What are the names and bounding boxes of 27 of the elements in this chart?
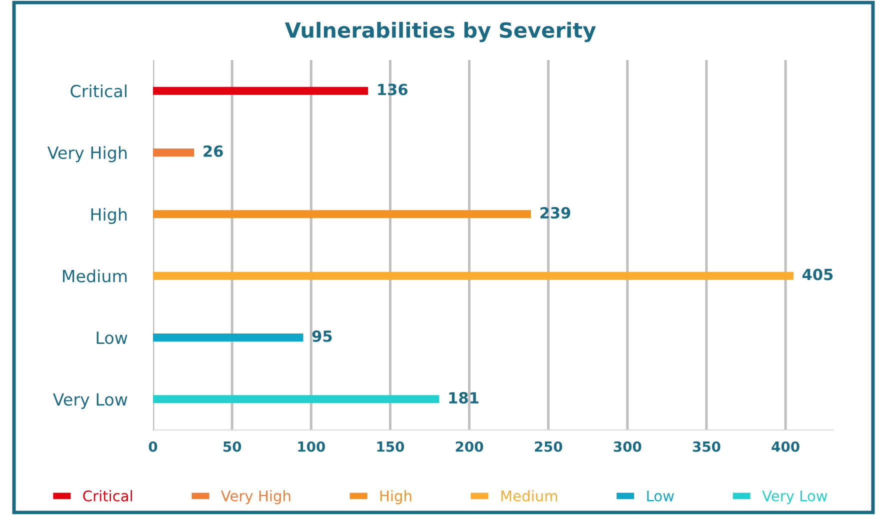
legend-label: Very High: [220, 490, 290, 504]
legend-label: High: [380, 490, 412, 504]
x-tick-label: 200: [456, 441, 484, 452]
x-tick-label: 0: [148, 441, 158, 452]
y-tick-label: Critical: [70, 84, 126, 98]
legend-label: Medium: [501, 490, 558, 502]
y-tick-label: Medium: [62, 270, 127, 282]
x-tick-label: 250: [534, 441, 562, 452]
data-label: 181: [449, 392, 478, 404]
chart-title: Vulnerabilities by Severity: [284, 22, 596, 42]
y-tick-label: Low: [96, 332, 128, 344]
legend-label: Very Low: [762, 490, 828, 504]
data-label: 239: [540, 207, 570, 219]
y-tick-label: High: [91, 208, 127, 224]
y-tick-label: Very High: [47, 146, 127, 162]
y-tick-label: Very Low: [52, 393, 128, 409]
x-tick-label: 300: [614, 441, 642, 452]
data-label: 26: [204, 145, 223, 157]
data-label: 136: [378, 84, 408, 96]
x-tick-label: 100: [298, 441, 325, 452]
x-tick-label: 350: [692, 441, 720, 452]
x-tick-label: 400: [772, 441, 800, 452]
legend-label: Low: [647, 490, 674, 502]
x-tick-label: 150: [377, 441, 404, 452]
x-tick-label: 50: [223, 441, 242, 452]
data-label: 405: [802, 268, 833, 280]
data-label: 95: [312, 330, 332, 342]
